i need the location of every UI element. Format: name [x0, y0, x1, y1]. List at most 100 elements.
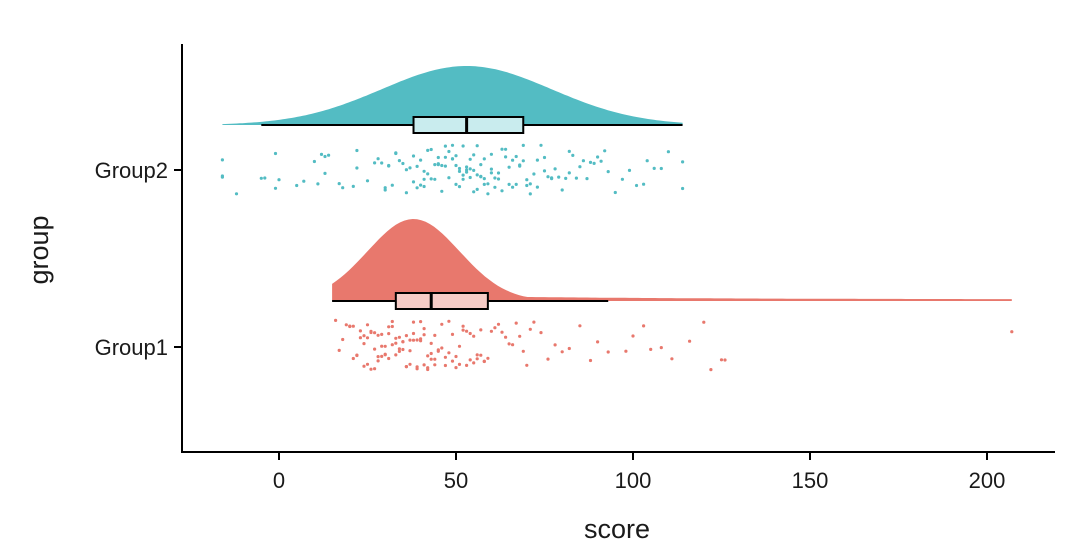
data-point: [383, 352, 387, 356]
data-point: [688, 339, 692, 343]
data-point: [348, 324, 352, 328]
data-point: [461, 324, 465, 328]
data-point: [365, 336, 370, 340]
data-point: [415, 338, 419, 342]
data-point: [500, 189, 504, 193]
data-point: [404, 168, 408, 172]
data-point: [397, 335, 401, 339]
data-point: [450, 332, 455, 336]
data-point: [634, 183, 639, 188]
x-tick-label: 50: [444, 468, 468, 493]
data-point: [627, 168, 632, 172]
data-point: [567, 149, 571, 153]
data-point: [454, 163, 458, 168]
x-tick-label: 200: [969, 468, 1006, 493]
data-point: [514, 154, 518, 159]
data-point: [461, 328, 465, 332]
data-point: [567, 346, 571, 351]
data-point: [482, 359, 486, 363]
data-point: [496, 322, 501, 326]
data-point: [510, 158, 515, 162]
data-point: [596, 155, 600, 159]
data-point: [443, 164, 447, 168]
data-point: [387, 332, 391, 336]
x-axis-ticks: 0 50 100 150 200: [273, 452, 1005, 493]
data-point: [652, 166, 656, 170]
data-point: [362, 342, 366, 346]
data-point: [312, 159, 316, 164]
data-point: [454, 154, 458, 158]
data-point: [429, 177, 433, 181]
data-point: [426, 148, 430, 152]
data-point: [528, 327, 532, 331]
data-point: [599, 159, 603, 163]
data-point: [514, 321, 518, 325]
data-point: [433, 333, 437, 337]
data-point: [394, 336, 398, 340]
data-point: [422, 177, 426, 181]
data-point: [486, 182, 490, 186]
data-point: [592, 161, 596, 165]
data-point: [394, 151, 398, 155]
data-point: [553, 167, 557, 171]
data-point: [649, 347, 653, 351]
data-point: [659, 166, 663, 171]
data-point: [369, 330, 373, 335]
data-point: [394, 353, 398, 357]
data-point: [436, 163, 440, 167]
data-point: [539, 331, 543, 335]
data-point: [465, 363, 469, 367]
data-point: [475, 187, 479, 191]
data-point: [486, 192, 490, 196]
box: [412, 116, 525, 134]
data-point: [355, 353, 359, 357]
data-point: [642, 324, 646, 328]
data-point: [316, 182, 320, 186]
data-point: [362, 334, 366, 338]
data-point: [450, 157, 455, 161]
data-point: [433, 363, 437, 367]
data-point: [461, 144, 465, 148]
data-point: [277, 178, 281, 182]
data-point: [489, 167, 493, 171]
data-point: [507, 165, 511, 169]
data-point: [323, 171, 327, 175]
data-point: [422, 333, 426, 337]
data-point: [521, 349, 525, 353]
data-point: [394, 341, 398, 345]
data-point: [415, 164, 419, 168]
data-point: [387, 164, 391, 168]
data-point: [606, 170, 610, 174]
data-point: [426, 354, 430, 358]
data-point: [447, 351, 451, 355]
data-point: [553, 343, 557, 347]
points-group2: [220, 143, 685, 196]
plot-area: [220, 66, 1014, 372]
data-point: [518, 334, 522, 338]
data-point: [436, 349, 440, 353]
data-point: [397, 159, 401, 163]
data-point: [457, 344, 462, 348]
data-point: [373, 347, 377, 351]
x-tick-label: 100: [615, 468, 652, 493]
data-point: [383, 344, 387, 348]
data-point: [620, 177, 625, 181]
data-point: [419, 320, 423, 324]
data-point: [408, 166, 412, 170]
data-point: [702, 320, 706, 324]
data-point: [581, 159, 586, 163]
data-point: [613, 190, 617, 195]
data-point: [482, 177, 486, 181]
data-point: [709, 368, 713, 372]
data-point: [588, 160, 593, 164]
data-point: [475, 353, 479, 357]
data-point: [468, 358, 472, 362]
data-point: [337, 182, 341, 186]
data-point: [578, 165, 582, 169]
data-point: [422, 363, 426, 367]
data-point: [542, 155, 547, 160]
data-point: [440, 346, 444, 350]
data-point: [465, 329, 469, 333]
data-point: [574, 176, 579, 180]
data-point: [390, 343, 394, 347]
